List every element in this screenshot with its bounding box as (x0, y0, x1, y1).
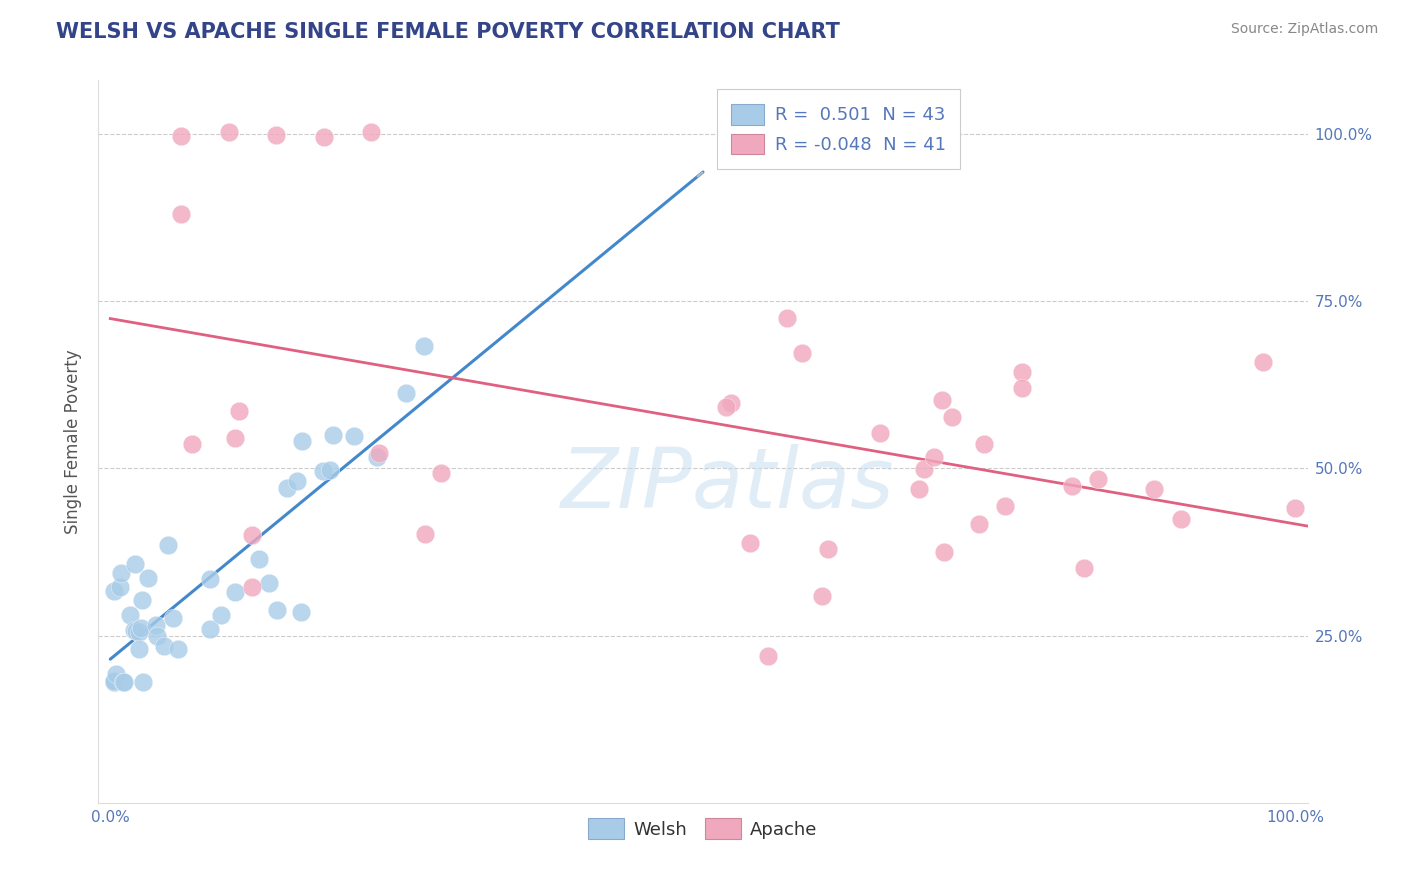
Y-axis label: Single Female Poverty: Single Female Poverty (65, 350, 83, 533)
Point (266, 603, 288, 617)
Point (994, 499, 1017, 513)
Point (1073, 561, 1095, 575)
Point (869, 425, 891, 440)
Point (103, 675, 125, 690)
Point (1143, 482, 1166, 496)
Point (291, 434, 314, 448)
Point (360, 125, 382, 139)
Point (152, 639, 174, 653)
Point (132, 675, 155, 690)
Point (318, 463, 340, 477)
Point (941, 409, 963, 424)
Point (1011, 381, 1033, 395)
Point (429, 467, 451, 481)
Point (112, 675, 135, 690)
Point (720, 396, 742, 410)
Point (276, 481, 298, 495)
Point (413, 527, 436, 541)
Point (129, 621, 152, 635)
Point (264, 128, 287, 142)
Point (973, 437, 995, 451)
Point (124, 557, 146, 571)
Point (394, 386, 416, 401)
Point (810, 589, 832, 603)
Point (312, 130, 335, 145)
Point (103, 584, 125, 599)
Point (247, 551, 270, 566)
Point (170, 207, 193, 221)
Point (224, 584, 246, 599)
Point (312, 464, 335, 478)
Point (112, 675, 135, 690)
Point (103, 675, 125, 690)
Point (912, 462, 935, 476)
Point (125, 624, 148, 638)
Point (368, 446, 391, 460)
Point (198, 623, 221, 637)
Point (218, 124, 240, 138)
Legend: Welsh, Apache: Welsh, Apache (579, 809, 827, 848)
Text: ZIPatlas: ZIPatlas (561, 444, 894, 525)
Point (1284, 500, 1306, 515)
Point (776, 310, 799, 325)
Point (1011, 365, 1033, 379)
Point (343, 428, 366, 442)
Point (105, 667, 128, 681)
Point (103, 674, 125, 689)
Point (1251, 355, 1274, 369)
Point (138, 571, 160, 585)
Point (120, 607, 142, 622)
Point (290, 605, 312, 619)
Point (170, 128, 193, 143)
Point (110, 581, 132, 595)
Point (366, 450, 388, 464)
Point (257, 575, 280, 590)
Point (1087, 472, 1109, 486)
Text: Source: ZipAtlas.com: Source: ZipAtlas.com (1230, 22, 1378, 37)
Text: WELSH VS APACHE SINGLE FEMALE POVERTY CORRELATION CHART: WELSH VS APACHE SINGLE FEMALE POVERTY CO… (56, 22, 841, 42)
Point (322, 428, 344, 442)
Point (931, 392, 953, 407)
Point (128, 625, 150, 640)
Point (181, 437, 204, 451)
Point (224, 431, 246, 445)
Point (792, 346, 814, 360)
Point (162, 610, 184, 624)
Point (756, 648, 779, 663)
Point (967, 516, 990, 531)
Point (932, 545, 955, 559)
Point (146, 629, 169, 643)
Point (128, 641, 150, 656)
Point (240, 527, 263, 541)
Point (908, 482, 931, 496)
Point (145, 618, 167, 632)
Point (228, 404, 250, 418)
Point (1062, 479, 1084, 493)
Point (198, 573, 221, 587)
Point (166, 641, 188, 656)
Point (131, 593, 153, 607)
Point (412, 339, 434, 353)
Point (156, 538, 179, 552)
Point (110, 566, 132, 580)
Point (716, 400, 738, 414)
Point (285, 475, 308, 489)
Point (122, 624, 145, 638)
Point (240, 580, 263, 594)
Point (740, 536, 762, 550)
Point (817, 542, 839, 557)
Point (209, 607, 232, 622)
Point (1170, 512, 1192, 526)
Point (924, 450, 946, 465)
